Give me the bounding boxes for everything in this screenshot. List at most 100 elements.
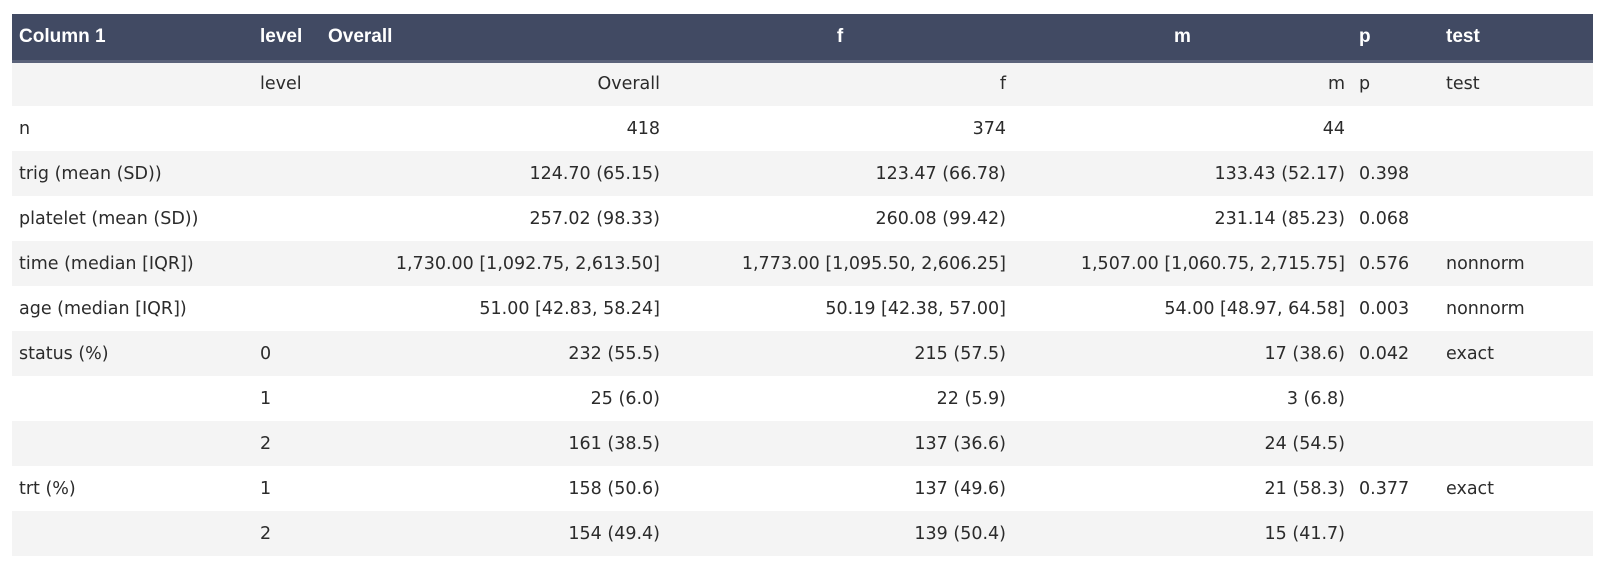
- cell-f: 215 (57.5): [914, 343, 1006, 364]
- cell-p: 0.576: [1359, 253, 1410, 274]
- cell-level: 0: [260, 343, 272, 364]
- table-row: trig (mean (SD)) 124.70 (65.15) 123.47 (66…: [12, 151, 1593, 196]
- cell-p: [1352, 421, 1439, 466]
- cell-f: 50.19 [42.38, 57.00]: [825, 298, 1006, 319]
- table-row: platelet (mean (SD)) 257.02 (98.33) 260.08…: [12, 196, 1593, 241]
- cell-p: 0.068: [1359, 208, 1410, 229]
- cell-overall: 124.70 (65.15): [529, 163, 660, 184]
- cell-m: 3 (6.8): [1286, 388, 1345, 409]
- cell-level: [253, 151, 321, 196]
- table-header: Column 1 level Overall f m p test: [12, 14, 1593, 63]
- cell-level: 1: [260, 388, 272, 409]
- cell-test: [1439, 376, 1593, 421]
- cell-label: platelet (mean (SD)): [19, 208, 199, 229]
- cell-label: [12, 61, 253, 106]
- cell-label: age (median [IQR]): [19, 298, 187, 319]
- cell-f: 123.47 (66.78): [875, 163, 1006, 184]
- cell-overall: 25 (6.0): [590, 388, 660, 409]
- header-row: Column 1 level Overall f m p test: [12, 14, 1593, 63]
- table-row: n 418 374 44: [12, 106, 1593, 151]
- cell-overall: 418: [626, 118, 660, 139]
- cell-test: nonnorm: [1446, 253, 1525, 274]
- cell-m: 231.14 (85.23): [1214, 208, 1345, 229]
- cell-p: 0.377: [1359, 478, 1410, 499]
- header-column-1[interactable]: Column 1: [12, 14, 253, 63]
- cell-overall: 1,730.00 [1,092.75, 2,613.50]: [395, 253, 660, 274]
- cell-f: 1,773.00 [1,095.50, 2,606.25]: [741, 253, 1006, 274]
- cell-m: 15 (41.7): [1264, 523, 1345, 544]
- cell-level: 2: [260, 523, 272, 544]
- table-row: status (%) 0 232 (55.5) 215 (57.5) 17 (38.6)…: [12, 331, 1593, 376]
- header-overall[interactable]: Overall: [321, 14, 667, 63]
- cell-f: 22 (5.9): [936, 388, 1006, 409]
- cell-test: [1439, 106, 1593, 151]
- cell-p: [1352, 376, 1439, 421]
- cell-p: 0.003: [1359, 298, 1410, 319]
- cell-f: 137 (49.6): [914, 478, 1006, 499]
- cell-m: 54.00 [48.97, 64.58]: [1164, 298, 1345, 319]
- table-body: level Overall f m p test n 418 374 44 trig (mean (…: [12, 61, 1593, 556]
- cell-label: trig (mean (SD)): [19, 163, 162, 184]
- cell-label: [12, 421, 253, 466]
- cell-level: [253, 286, 321, 331]
- cell-level: [253, 196, 321, 241]
- cell-overall: Overall: [597, 74, 660, 95]
- cell-p: [1352, 511, 1439, 556]
- summary-table: Column 1 level Overall f m p test level O…: [12, 14, 1593, 556]
- cell-f: f: [999, 74, 1006, 95]
- cell-m: 44: [1322, 118, 1345, 139]
- table-row: time (median [IQR]) 1,730.00 [1,092.75, 2…: [12, 241, 1593, 286]
- cell-m: 133.43 (52.17): [1214, 163, 1345, 184]
- cell-m: 17 (38.6): [1264, 343, 1345, 364]
- cell-overall: 154 (49.4): [568, 523, 660, 544]
- cell-overall: 51.00 [42.83, 58.24]: [479, 298, 660, 319]
- cell-label: time (median [IQR]): [19, 253, 194, 274]
- cell-overall: 257.02 (98.33): [529, 208, 660, 229]
- cell-m: 21 (58.3): [1264, 478, 1345, 499]
- cell-label: [12, 376, 253, 421]
- cell-test: nonnorm: [1446, 298, 1525, 319]
- cell-test: [1439, 511, 1593, 556]
- cell-test: [1439, 421, 1593, 466]
- cell-p: [1352, 106, 1439, 151]
- cell-level: [253, 106, 321, 151]
- header-f[interactable]: f: [667, 14, 1013, 63]
- header-p[interactable]: p: [1352, 14, 1439, 63]
- cell-overall: 158 (50.6): [568, 478, 660, 499]
- cell-test: [1439, 151, 1593, 196]
- cell-level: level: [260, 74, 302, 95]
- table-row: age (median [IQR]) 51.00 [42.83, 58.24] 50…: [12, 286, 1593, 331]
- cell-test: exact: [1446, 478, 1495, 499]
- cell-p: 0.398: [1359, 163, 1410, 184]
- table-row: level Overall f m p test: [12, 61, 1593, 106]
- table-row: 2 154 (49.4) 139 (50.4) 15 (41.7): [12, 511, 1593, 556]
- cell-f: 374: [972, 118, 1006, 139]
- cell-level: 2: [260, 433, 272, 454]
- data-table-container: Column 1 level Overall f m p test level O…: [12, 14, 1593, 556]
- cell-label: [12, 511, 253, 556]
- cell-f: 137 (36.6): [914, 433, 1006, 454]
- cell-test: exact: [1446, 343, 1495, 364]
- cell-label: n: [19, 118, 31, 139]
- cell-test: test: [1446, 74, 1480, 95]
- cell-test: [1439, 196, 1593, 241]
- cell-m: m: [1327, 74, 1345, 95]
- table-row: 2 161 (38.5) 137 (36.6) 24 (54.5): [12, 421, 1593, 466]
- cell-p: p: [1359, 74, 1371, 95]
- cell-label: trt (%): [19, 478, 76, 499]
- header-test[interactable]: test: [1439, 14, 1593, 63]
- table-row: 1 25 (6.0) 22 (5.9) 3 (6.8): [12, 376, 1593, 421]
- cell-m: 24 (54.5): [1264, 433, 1345, 454]
- cell-label: status (%): [19, 343, 109, 364]
- header-level[interactable]: level: [253, 14, 321, 63]
- cell-level: 1: [260, 478, 272, 499]
- cell-f: 139 (50.4): [914, 523, 1006, 544]
- cell-overall: 232 (55.5): [568, 343, 660, 364]
- cell-level: [253, 241, 321, 286]
- table-row: trt (%) 1 158 (50.6) 137 (49.6) 21 (58.3) 0.3…: [12, 466, 1593, 511]
- header-m[interactable]: m: [1013, 14, 1352, 63]
- cell-f: 260.08 (99.42): [875, 208, 1006, 229]
- cell-p: 0.042: [1359, 343, 1410, 364]
- cell-overall: 161 (38.5): [568, 433, 660, 454]
- cell-m: 1,507.00 [1,060.75, 2,715.75]: [1080, 253, 1345, 274]
